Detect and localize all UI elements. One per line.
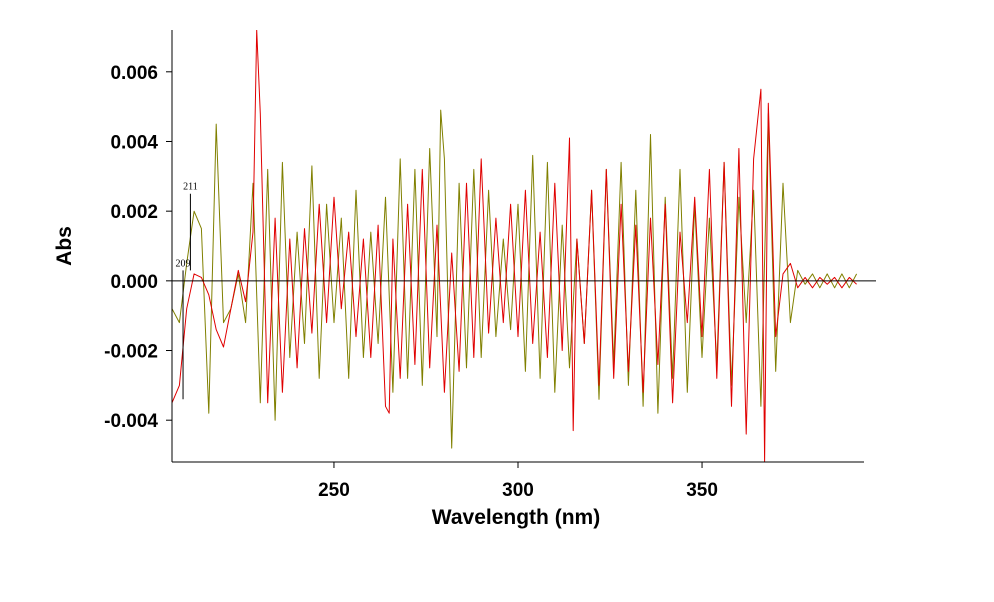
y-tick-label: 0.002 [110,202,158,223]
y-ticks: 0.006 0.004 0.002 0.000 -0.002 -0.004 [104,63,172,432]
x-axis-title: Wavelength (nm) [432,506,600,529]
x-tick-label: 250 [318,480,350,501]
y-tick-label: 0.000 [110,272,158,293]
annotation-layer: 211 209 [176,182,198,400]
series-line-0 [172,30,857,462]
y-tick-label: 0.006 [110,63,158,84]
y-tick-label: -0.004 [104,411,158,432]
x-ticks: 250 300 350 [318,462,718,501]
y-axis-title: Abs [53,226,76,266]
x-tick-label: 350 [686,480,718,501]
annotation-label: 209 [176,258,191,269]
annotation-label: 211 [183,182,198,193]
y-tick-label: -0.002 [104,342,158,363]
y-tick-label: 0.004 [110,132,158,153]
x-tick-label: 300 [502,480,534,501]
series-layer [172,30,858,462]
